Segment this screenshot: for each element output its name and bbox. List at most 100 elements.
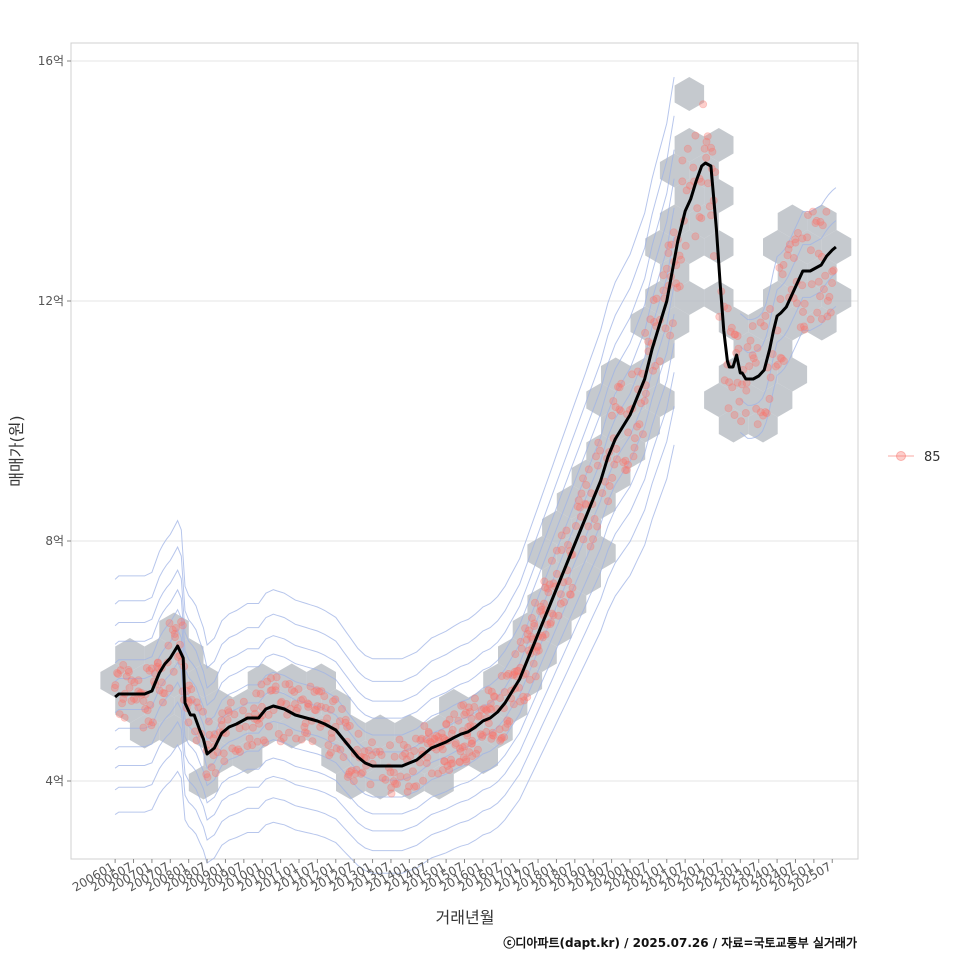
data-point [294,685,303,694]
data-point [271,686,280,695]
data-point [778,270,787,279]
hex-cell [174,638,204,672]
data-point [170,629,179,638]
data-point [622,465,631,474]
data-point [328,697,337,706]
hex-cell [159,714,189,749]
data-point [367,738,376,747]
data-point [614,382,623,391]
data-point [153,659,162,668]
data-point [581,500,590,509]
data-point [704,179,713,188]
data-point [503,719,512,728]
data-point [457,701,466,710]
data-point [430,735,439,744]
data-point [826,308,835,317]
data-point [546,620,555,629]
data-point [541,630,550,639]
data-point [630,434,639,443]
data-point [584,522,593,531]
data-point [211,769,220,778]
data-point [607,411,616,420]
hex-cell [601,408,631,443]
data-point [281,680,290,689]
data-point [638,430,647,439]
data-point [448,759,457,768]
data-point [446,759,455,768]
hex-cell [129,714,160,749]
data-point [678,177,687,186]
data-point [119,661,128,670]
density-contour-line [114,115,675,682]
data-point [458,743,467,752]
data-point [511,650,520,659]
hex-cell [689,204,719,239]
data-point [818,221,827,230]
data-point [678,156,687,165]
data-point [608,473,617,482]
data-point [284,728,293,737]
data-point [177,617,186,626]
data-point [354,729,363,738]
hex-cell [763,230,793,264]
data-point [455,758,464,767]
hex-cell [586,536,616,570]
data-point [375,747,384,756]
data-point [467,714,476,723]
data-point [800,322,809,331]
data-point [501,723,510,732]
hex-cell [100,663,130,698]
data-point [169,667,178,676]
data-point [403,787,412,796]
data-point [549,579,558,588]
data-point [566,590,575,599]
data-point [124,667,133,676]
data-point [168,625,177,634]
data-point [467,739,476,748]
data-point [683,144,692,153]
data-point [541,583,550,592]
data-point [316,702,325,711]
data-point [312,686,321,695]
data-point [828,267,837,276]
data-point [308,737,317,746]
data-point [310,687,319,696]
data-point [727,323,736,332]
grid-lines [71,60,858,782]
data-point [390,752,399,761]
data-point [317,687,326,696]
data-point [261,738,270,747]
data-point [735,397,744,406]
hex-cell [571,459,601,494]
data-point [422,759,431,768]
data-point [621,456,630,465]
density-contour-line [114,236,675,753]
data-point [682,186,691,195]
data-point [341,715,350,724]
legend-label-85: 85 [924,450,941,465]
data-point [235,724,244,733]
data-point [659,271,668,280]
data-point [165,684,174,693]
source-caption: ⓒ디아파트(dapt.kr) / 2025.07.26 / 자료=국토교통부 실… [503,935,857,950]
data-point [697,177,706,186]
data-point [661,324,670,333]
data-point [351,769,360,778]
data-point [793,299,802,308]
data-point [290,700,299,709]
data-point [392,780,401,789]
hex-cell [115,638,145,672]
data-point [336,745,345,754]
data-point [529,659,538,668]
data-point [141,704,150,713]
hex-cell [115,689,145,723]
data-point [420,722,429,731]
data-point [432,731,441,740]
data-point [202,770,211,779]
data-point [538,633,547,642]
data-point [697,214,706,223]
data-point [500,733,509,742]
data-point [753,343,762,352]
data-point [708,147,717,156]
data-point [604,497,613,506]
